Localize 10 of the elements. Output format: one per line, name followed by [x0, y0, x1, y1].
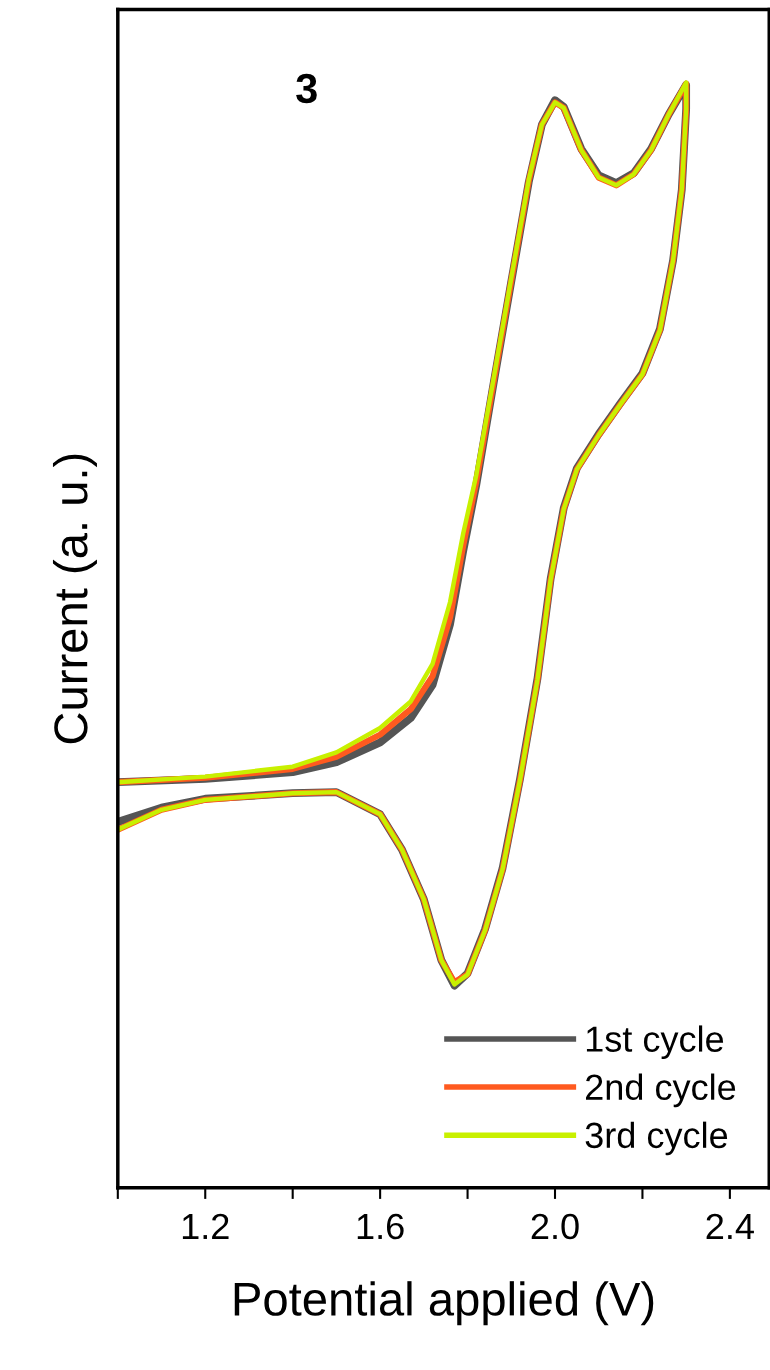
x-tick-label: 1.2 [182, 1213, 229, 1239]
x-tick-label: 2.4 [706, 1213, 754, 1239]
x-tick-label: 2.0 [531, 1213, 579, 1240]
legend-label: 3rd cycle [585, 1121, 728, 1156]
annotation: 3 [296, 73, 317, 104]
legend-label: 2nd cycle [586, 1073, 736, 1108]
x-axis-title: Potential applied (V) [234, 1281, 654, 1326]
x-tick-label: 1.6 [357, 1213, 404, 1240]
legend-label: 1st cycle [586, 1025, 724, 1060]
y-axis-title: Current (a. u.) [52, 454, 97, 744]
